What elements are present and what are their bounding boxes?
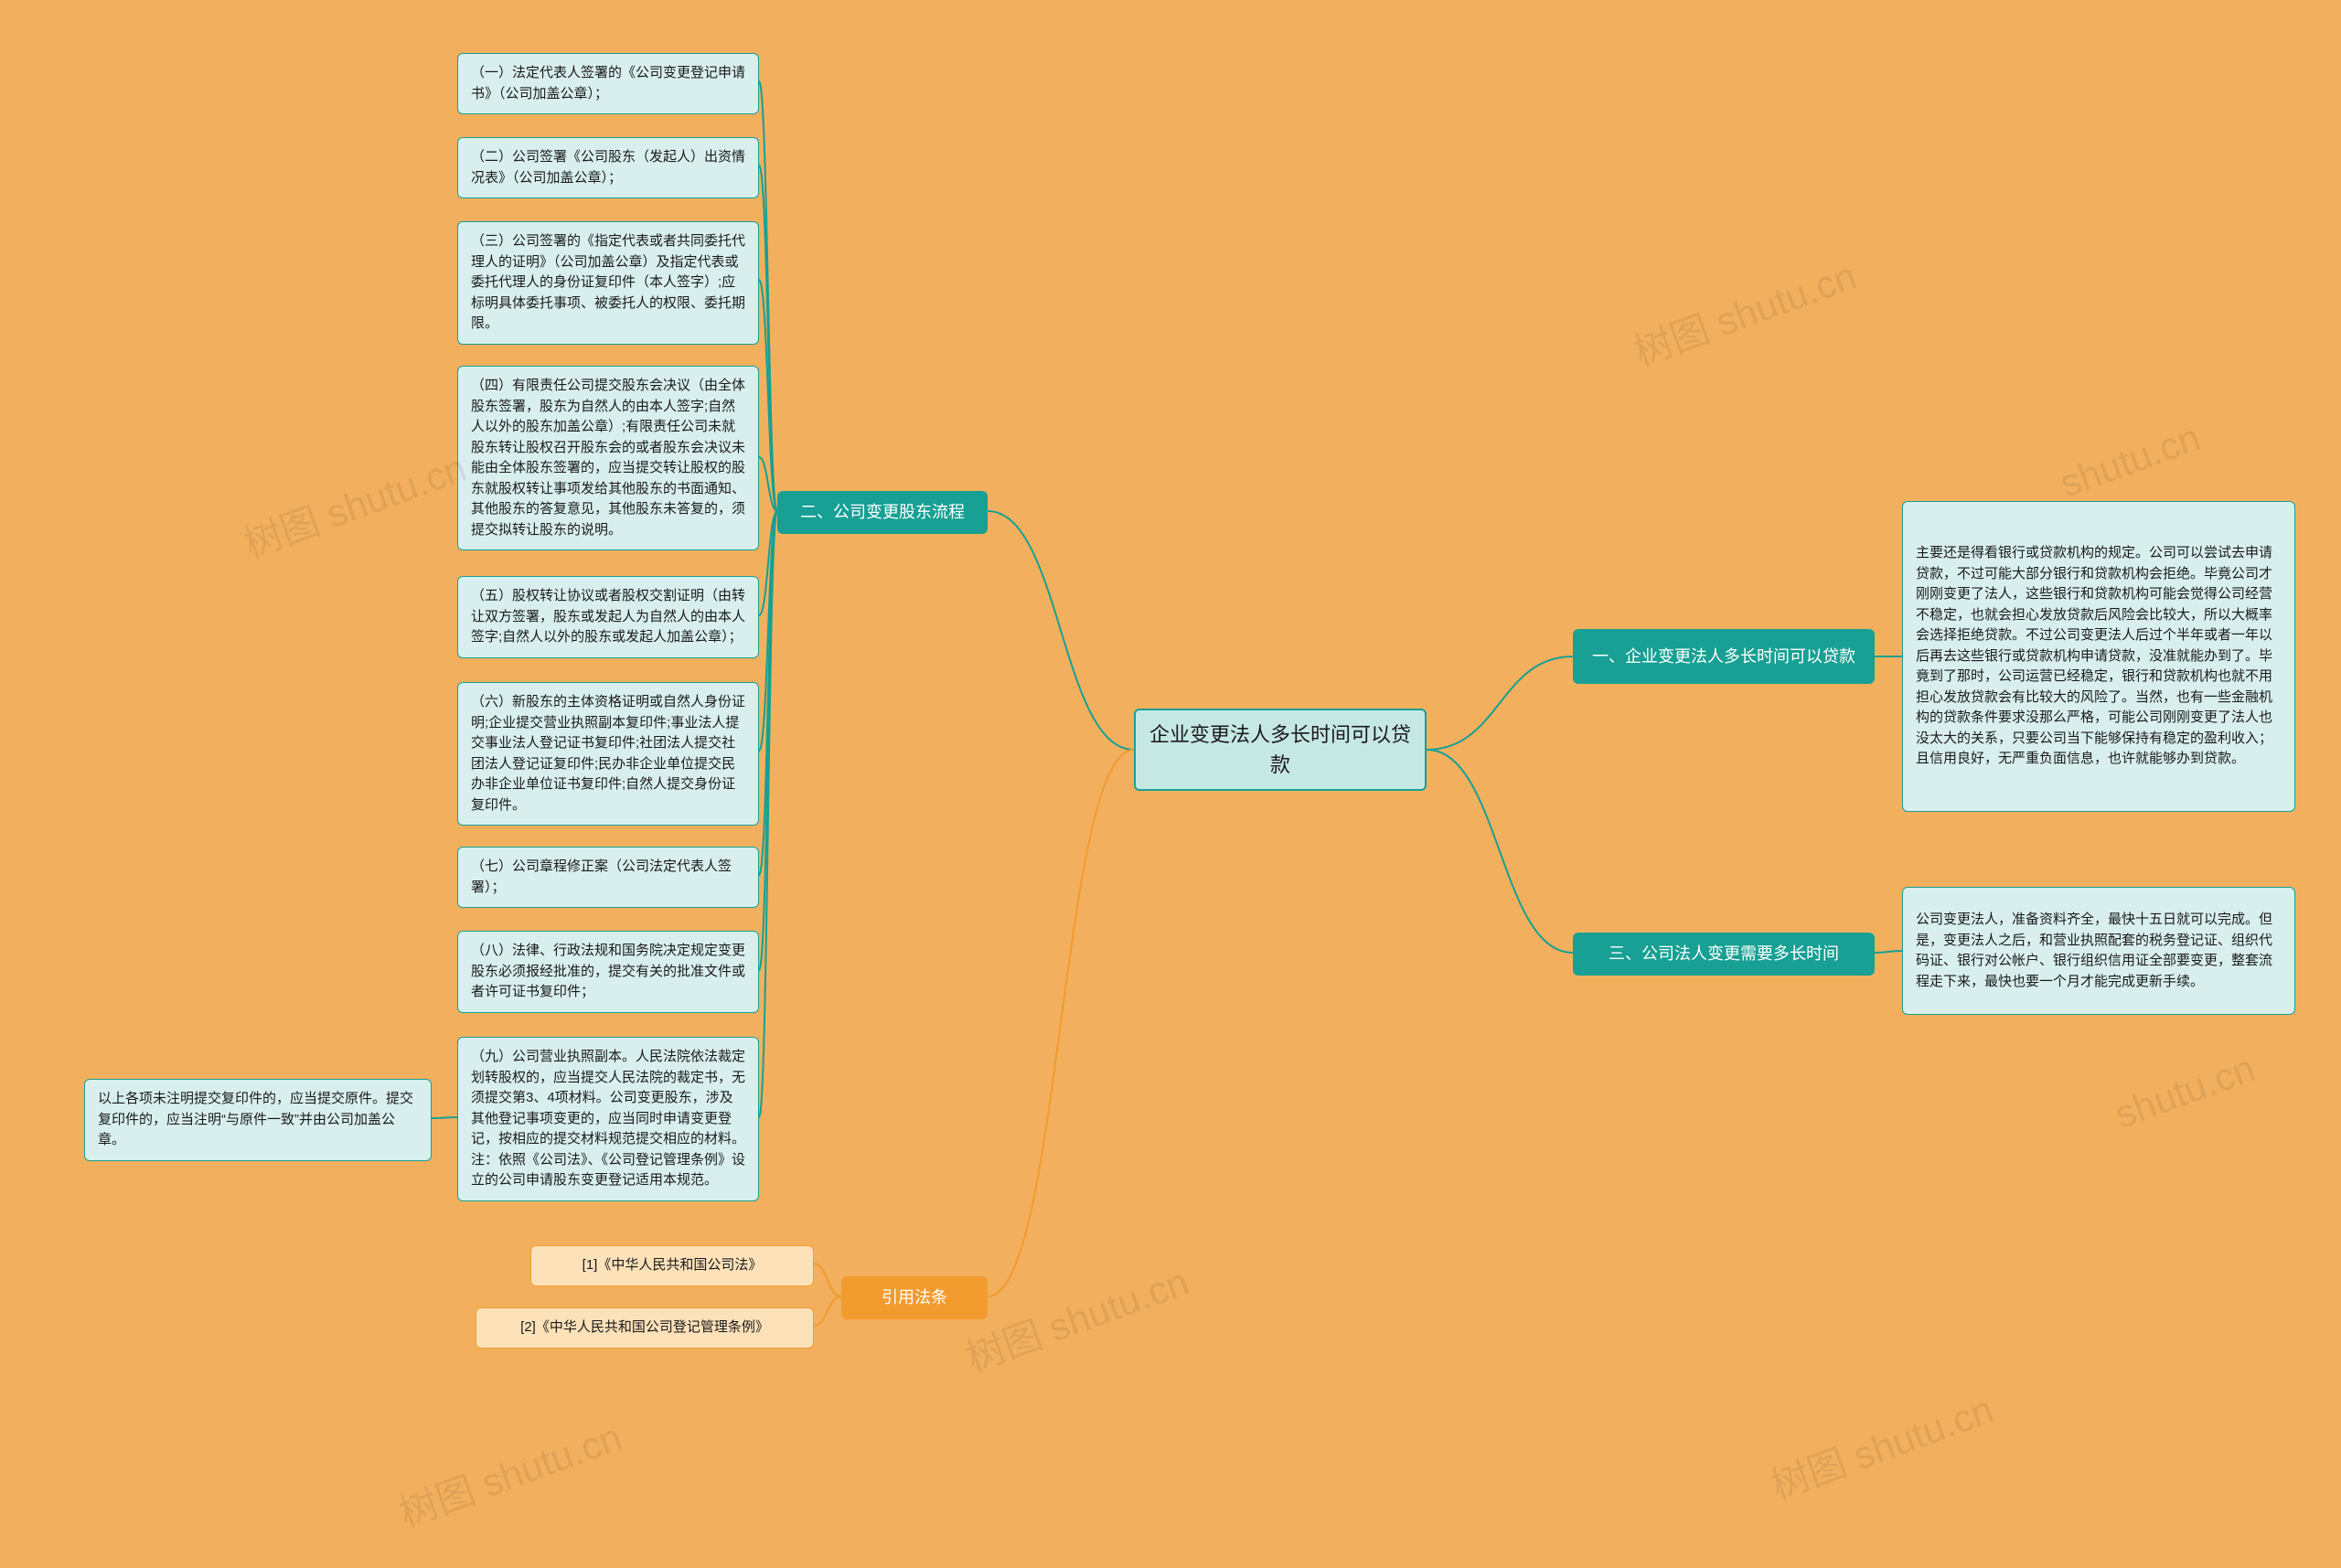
watermark: shutu.cn [2110, 1046, 2261, 1136]
watermark: 树图 shutu.cn [957, 1251, 1195, 1382]
leaf-b2l9s: 以上各项未注明提交复印件的，应当提交原件。提交复印件的，应当注明“与原件一致”并… [84, 1079, 432, 1161]
leaf-b4l1: [1]《中华人民共和国公司法》 [530, 1245, 814, 1286]
branch-b4: 引用法条 [841, 1276, 988, 1319]
watermark: 树图 shutu.cn [390, 1406, 628, 1538]
root-node: 企业变更法人多长时间可以贷款 [1134, 709, 1427, 791]
leaf-b1l1: 主要还是得看银行或贷款机构的规定。公司可以尝试去申请贷款，不过可能大部分银行和贷… [1902, 501, 2295, 812]
watermark: 树图 shutu.cn [1625, 245, 1863, 377]
branch-b3: 三、公司法人变更需要多长时间 [1573, 933, 1875, 976]
leaf-b2l4: （四）有限责任公司提交股东会决议（由全体股东签署，股东为自然人的由本人签字;自然… [457, 366, 759, 550]
leaf-b2l5: （五）股权转让协议或者股权交割证明（由转让双方签署，股东或发起人为自然人的由本人… [457, 576, 759, 658]
leaf-b2l1: （一）法定代表人签署的《公司变更登记申请书》（公司加盖公章）； [457, 53, 759, 114]
branch-b1: 一、企业变更法人多长时间可以贷款 [1573, 629, 1875, 684]
mindmap-canvas: 企业变更法人多长时间可以贷款 一、企业变更法人多长时间可以贷款主要还是得看银行或贷… [0, 0, 2341, 1568]
leaf-b2l6: （六）新股东的主体资格证明或自然人身份证明;企业提交营业执照副本复印件;事业法人… [457, 682, 759, 826]
watermark: shutu.cn [2055, 415, 2207, 506]
leaf-b2l2: （二）公司签署《公司股东（发起人）出资情况表》（公司加盖公章）； [457, 137, 759, 198]
watermark: 树图 shutu.cn [235, 437, 473, 569]
watermark: 树图 shutu.cn [1762, 1379, 2000, 1510]
leaf-b2l7: （七）公司章程修正案（公司法定代表人签署）； [457, 847, 759, 908]
leaf-b4l2: [2]《中华人民共和国公司登记管理条例》 [476, 1307, 814, 1349]
leaf-b2l3: （三）公司签署的《指定代表或者共同委托代理人的证明》（公司加盖公章）及指定代表或… [457, 221, 759, 345]
branch-b2: 二、公司变更股东流程 [777, 491, 988, 534]
leaf-b3l1: 公司变更法人，准备资料齐全，最快十五日就可以完成。但是，变更法人之后，和营业执照… [1902, 887, 2295, 1015]
leaf-b2l9: （九）公司营业执照副本。人民法院依法裁定划转股权的，应当提交人民法院的裁定书，无… [457, 1037, 759, 1201]
leaf-b2l8: （八）法律、行政法规和国务院决定规定变更股东必须报经批准的，提交有关的批准文件或… [457, 931, 759, 1013]
